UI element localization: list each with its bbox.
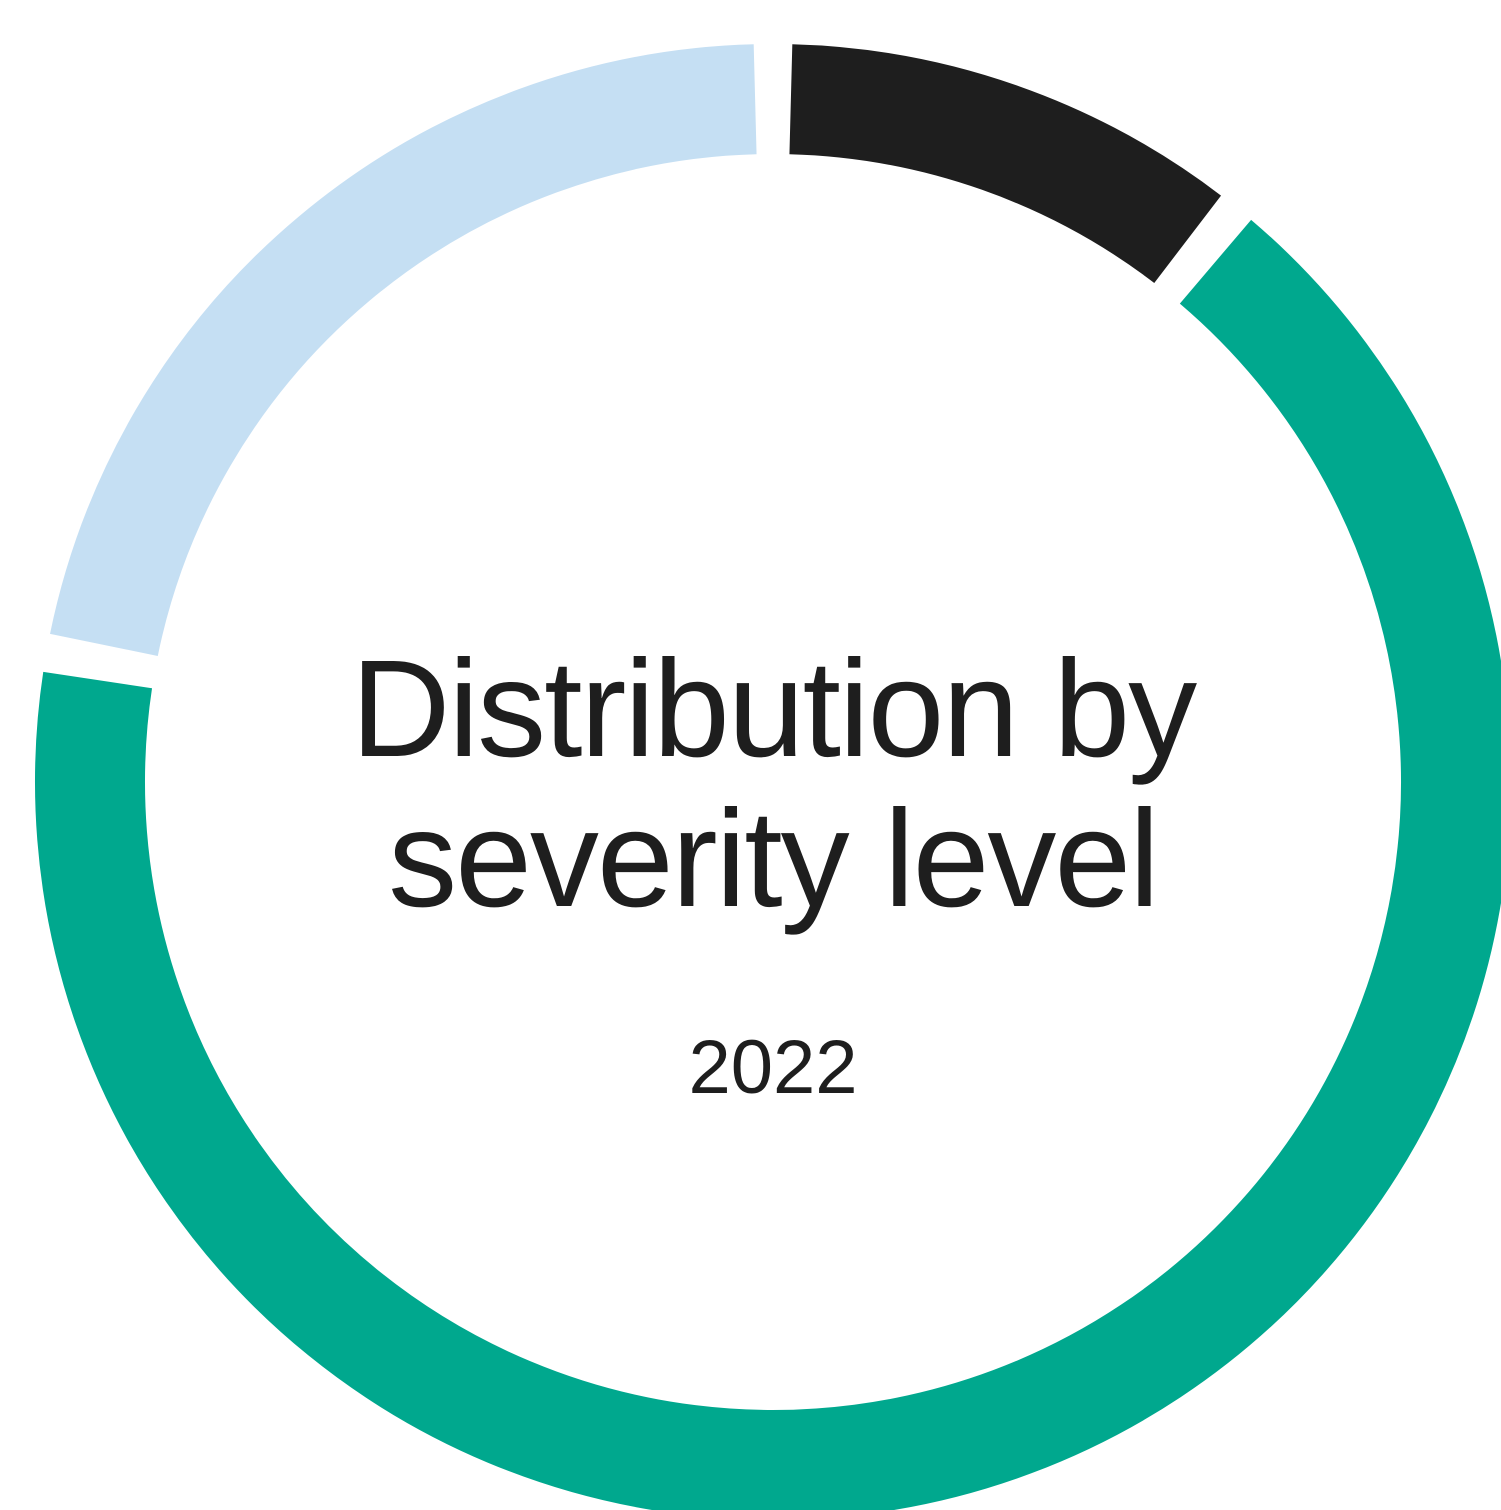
chart-title-line-2: severity level [388, 782, 1158, 936]
donut-slice-3 [50, 44, 757, 656]
chart-subtitle: 2022 [688, 1025, 857, 1110]
chart-title-line-1: Distribution by [351, 632, 1197, 786]
donut-slices [35, 44, 1501, 1510]
donut-slice-2 [35, 219, 1501, 1510]
donut-slice-1 [788, 44, 1222, 284]
